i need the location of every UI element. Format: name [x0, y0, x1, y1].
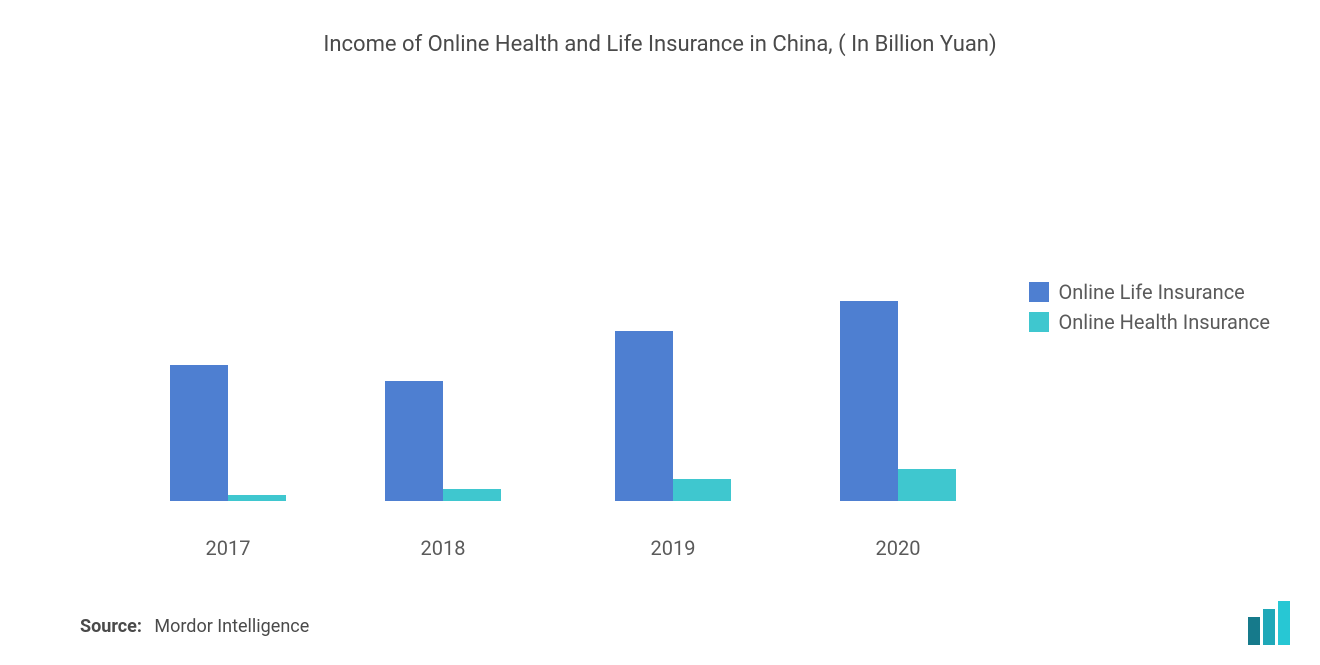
logo-bar — [1248, 617, 1260, 645]
brand-logo — [1248, 601, 1290, 645]
logo-bar — [1278, 601, 1290, 645]
legend-item: Online Life Insurance — [1029, 280, 1271, 304]
bar-group — [385, 381, 501, 501]
bar-group — [840, 301, 956, 501]
x-axis-label: 2020 — [876, 536, 921, 560]
x-axis-label: 2017 — [206, 536, 251, 560]
bar — [385, 381, 443, 501]
bar — [443, 489, 501, 501]
bar — [898, 469, 956, 501]
source-prefix: Source: — [80, 616, 142, 637]
bar — [170, 365, 228, 501]
bar-group — [615, 331, 731, 501]
legend-label: Online Life Insurance — [1059, 280, 1245, 304]
source-text: Mordor Intelligence — [154, 616, 309, 637]
bar-group — [170, 365, 286, 501]
legend-item: Online Health Insurance — [1029, 310, 1271, 334]
logo-bar — [1263, 609, 1275, 645]
legend-swatch — [1029, 282, 1049, 302]
x-axis-label: 2019 — [651, 536, 696, 560]
chart-title: Income of Online Health and Life Insuran… — [310, 0, 1010, 61]
bar — [615, 331, 673, 501]
bar — [840, 301, 898, 501]
legend-swatch — [1029, 312, 1049, 332]
x-axis-label: 2018 — [421, 536, 466, 560]
legend-label: Online Health Insurance — [1059, 310, 1271, 334]
chart-plot-area: 2017201820192020 — [100, 121, 1000, 501]
bar — [228, 495, 286, 501]
legend: Online Life Insurance Online Health Insur… — [1029, 280, 1271, 340]
source-attribution: Source: Mordor Intelligence — [80, 616, 309, 637]
bar — [673, 479, 731, 501]
